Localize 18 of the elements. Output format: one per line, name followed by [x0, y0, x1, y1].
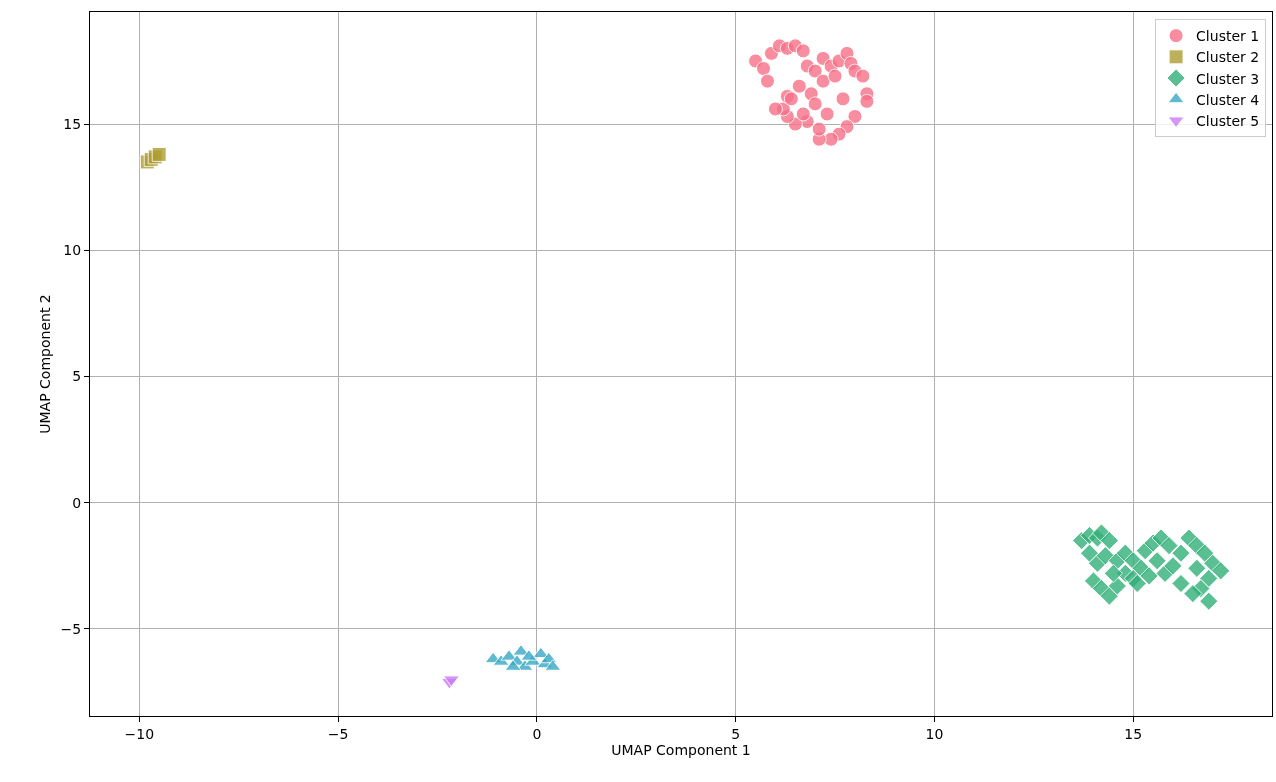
x-tick-label: 15: [1124, 725, 1143, 742]
x-tick-label: −10: [124, 725, 155, 742]
x-tick-label: −5: [327, 725, 349, 742]
legend-label: Cluster 2: [1196, 49, 1260, 66]
y-tick-label: 10: [63, 242, 82, 259]
x-axis-title: UMAP Component 1: [611, 742, 751, 759]
y-tick-label: 0: [72, 494, 82, 511]
y-tick-label: −5: [60, 620, 82, 637]
legend-label: Cluster 1: [1196, 28, 1260, 45]
y-tick-label: 15: [63, 115, 82, 132]
legend-label: Cluster 5: [1196, 112, 1260, 129]
legend-label: Cluster 4: [1196, 91, 1260, 108]
y-axis-title: UMAP Component 2: [37, 294, 54, 434]
x-tick-label: 0: [532, 725, 542, 742]
legend-label: Cluster 3: [1196, 70, 1260, 87]
y-tick-label: 5: [72, 368, 82, 385]
x-tick-label: 5: [731, 725, 741, 742]
x-tick-label: 10: [925, 725, 944, 742]
